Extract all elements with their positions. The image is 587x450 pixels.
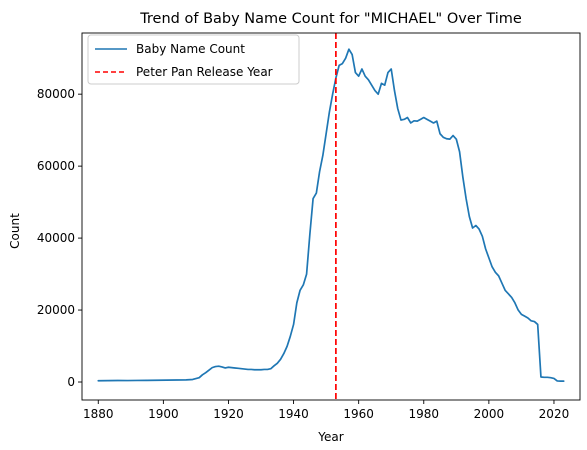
y-tick-label: 20000 [37,303,75,317]
legend: Baby Name Count Peter Pan Release Year [87,34,300,85]
x-tick-label: 1880 [83,407,114,421]
y-axis-title: Count [8,213,22,249]
series-line-baby-name-count [97,48,565,382]
x-tick-label: 1980 [408,407,439,421]
x-tick-label: 1900 [148,407,179,421]
x-axis-title: Year [317,430,343,444]
x-tick-label: 2000 [474,407,505,421]
plot-area: 1880 1900 1920 1940 1960 1980 2000 2020 0 20000 40… [37,32,581,421]
legend-label-baby-name-count: Baby Name Count [136,42,245,56]
x-tick-label: 1960 [343,407,374,421]
x-tick-label: 1940 [278,407,309,421]
y-tick-label: 60000 [37,159,75,173]
y-tick-label: 40000 [37,231,75,245]
legend-box [87,34,300,85]
y-tick-label: 0 [67,375,75,389]
x-tick-label: 2020 [539,407,570,421]
axes-frame [81,32,581,401]
y-tick-label: 80000 [37,87,75,101]
chart-title: Trend of Baby Name Count for "MICHAEL" O… [139,11,522,27]
legend-label-peter-pan-release-year: Peter Pan Release Year [136,65,273,79]
x-tick-label: 1920 [213,407,244,421]
